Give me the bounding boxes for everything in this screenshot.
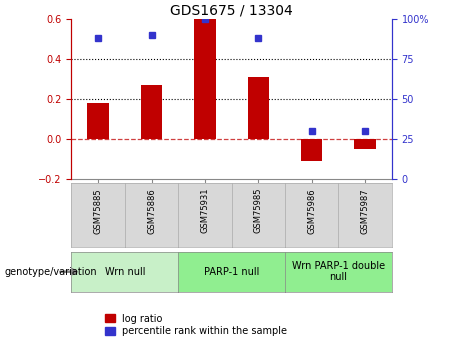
Bar: [301, 139, 322, 161]
Bar: [88, 103, 109, 139]
Text: Wrn null: Wrn null: [105, 267, 145, 277]
Bar: [355, 139, 376, 149]
Title: GDS1675 / 13304: GDS1675 / 13304: [170, 4, 293, 18]
Text: GSM75985: GSM75985: [254, 188, 263, 234]
Bar: [194, 19, 216, 139]
Legend: log ratio, percentile rank within the sample: log ratio, percentile rank within the sa…: [103, 312, 290, 338]
Text: genotype/variation: genotype/variation: [5, 267, 97, 277]
Bar: [141, 85, 162, 139]
Text: GSM75886: GSM75886: [147, 188, 156, 234]
Text: GSM75986: GSM75986: [307, 188, 316, 234]
Text: PARP-1 null: PARP-1 null: [204, 267, 260, 277]
Text: GSM75987: GSM75987: [361, 188, 370, 234]
Text: GSM75931: GSM75931: [201, 188, 209, 234]
Text: GSM75885: GSM75885: [94, 188, 103, 234]
Bar: [248, 77, 269, 139]
Text: Wrn PARP-1 double
null: Wrn PARP-1 double null: [292, 261, 385, 283]
